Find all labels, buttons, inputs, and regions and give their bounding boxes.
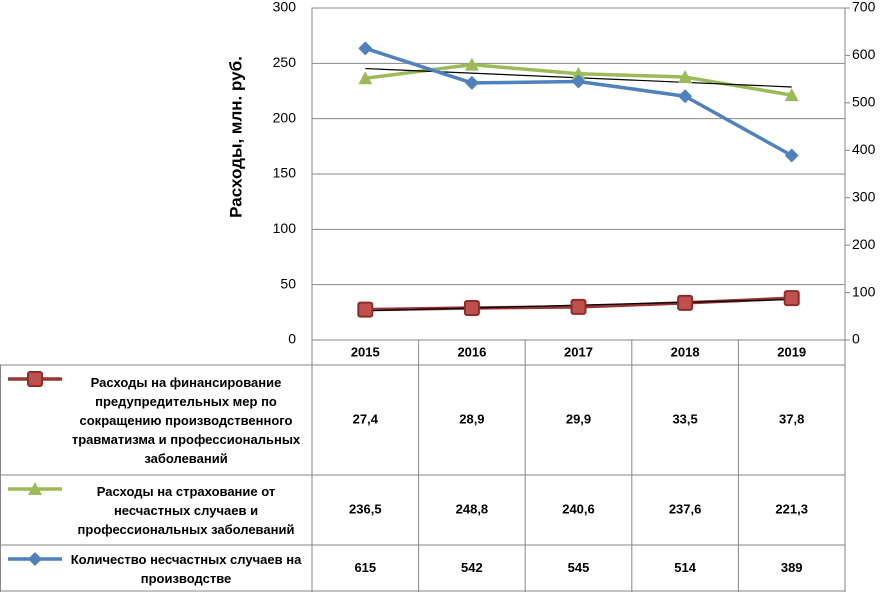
table-value: 237,6 (669, 501, 702, 516)
table-value: 28,9 (459, 411, 484, 426)
y2-tick-label: 700 (852, 0, 876, 15)
y2-tick-label: 100 (852, 283, 876, 299)
table-value: 29,9 (566, 411, 591, 426)
table-value: 240,6 (562, 501, 595, 516)
series-line (364, 46, 793, 158)
y-tick-label: 0 (288, 331, 296, 347)
marker (677, 294, 694, 311)
marker (28, 482, 42, 495)
marker (27, 371, 43, 387)
table-value: 542 (461, 560, 483, 575)
table-value: 33,5 (672, 411, 697, 426)
y-tick-label: 300 (273, 0, 297, 15)
legend-label: Расходы на финансирование предупредитель… (71, 374, 301, 466)
marker (357, 301, 374, 318)
y2-tick-label: 300 (852, 188, 876, 204)
marker (784, 88, 799, 102)
x-tick-label: 2017 (564, 344, 593, 359)
table-value: 236,5 (349, 501, 382, 516)
y-tick-label: 100 (273, 220, 297, 236)
x-tick-label: 2016 (457, 344, 486, 359)
y2-tick-label: 0 (852, 331, 860, 347)
marker (783, 290, 800, 307)
y-tick-label: 250 (273, 54, 297, 70)
marker (678, 70, 693, 84)
y2-tick-label: 400 (852, 141, 876, 157)
table-value: 221,3 (775, 501, 808, 516)
marker (464, 75, 479, 90)
marker (358, 71, 373, 85)
marker (463, 300, 480, 317)
y-axis-label: Расходы, млн. руб. (226, 56, 245, 218)
table-value: 37,8 (779, 411, 804, 426)
marker (784, 148, 799, 163)
y2-tick-label: 600 (852, 46, 876, 62)
marker (570, 298, 587, 315)
marker (28, 552, 42, 566)
marker (358, 41, 373, 56)
table-value: 389 (781, 560, 803, 575)
legend-label: Расходы на страхование от несчастных слу… (77, 483, 295, 537)
y-tick-label: 150 (273, 165, 297, 181)
legend-label: Количество несчастных случаев на произво… (70, 551, 302, 586)
table-value: 545 (568, 560, 590, 575)
x-tick-label: 2018 (671, 344, 700, 359)
table-value: 615 (354, 560, 376, 575)
x-tick-label: 2015 (351, 344, 380, 359)
y-tick-label: 50 (280, 275, 296, 291)
table-value: 248,8 (456, 501, 489, 516)
x-tick-label: 2019 (777, 344, 806, 359)
marker (571, 74, 586, 89)
table-value: 27,4 (353, 411, 379, 426)
y2-tick-label: 500 (852, 94, 876, 110)
table-value: 514 (674, 560, 696, 575)
marker (678, 89, 693, 104)
marker (464, 57, 479, 71)
y2-tick-label: 200 (852, 236, 876, 252)
y-tick-label: 200 (273, 109, 297, 125)
marker (571, 66, 586, 80)
